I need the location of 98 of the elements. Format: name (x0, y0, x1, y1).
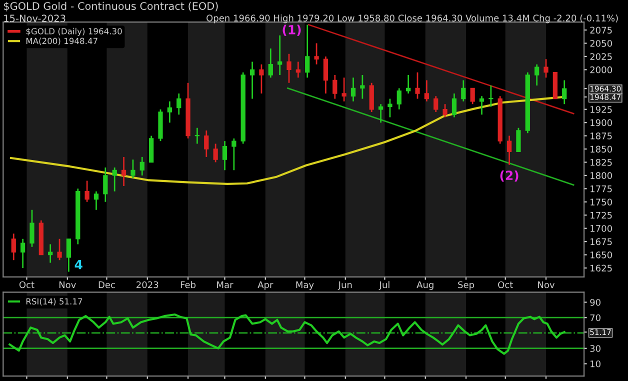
candlestick (323, 56, 328, 94)
y-tick-label: 90 (590, 298, 600, 306)
candlestick (424, 80, 430, 102)
candlestick (30, 209, 34, 248)
candlestick (452, 92, 457, 118)
y-tick-label: 1700 (590, 225, 612, 232)
y-tick-label: 10 (590, 360, 600, 368)
candlestick (378, 103, 384, 124)
y-tick-label: 1800 (590, 172, 612, 180)
candlestick (278, 34, 282, 76)
x-tick-label: Feb (180, 281, 196, 288)
candlestick (415, 72, 420, 100)
candlestick (140, 156, 144, 176)
chart-subtitle: 15-Nov-2023 (4, 14, 66, 22)
y-tick-label: 30 (590, 345, 600, 352)
annotation: Open 1966.90 High 1979.20 Low 1958.80 Close 1964.30 Volume 13.4M Chg -2.20 (-0.11%) (206, 14, 618, 24)
candlestick (470, 88, 475, 105)
candlestick (213, 143, 218, 163)
y-tick-label: 1750 (590, 198, 612, 206)
candlestick (112, 166, 117, 192)
annotation: 4 (74, 260, 82, 270)
x-tick-label: Dec (98, 281, 115, 288)
y-tick-label: 1625 (590, 264, 612, 272)
annotation: (1) (282, 24, 301, 36)
x-tick-label: 2023 (136, 281, 158, 288)
candlestick (396, 88, 402, 110)
candlestick (121, 156, 126, 187)
candlestick (176, 92, 182, 116)
y-tick-label: 1900 (590, 119, 612, 126)
candlestick (204, 130, 209, 158)
candlestick (250, 61, 255, 100)
candlestick (442, 103, 448, 118)
candlestick (314, 42, 319, 66)
line-series (8, 313, 566, 355)
annotation: (2) (500, 170, 518, 182)
y-tick-label: 2050 (590, 40, 612, 47)
y-tick-label: 1675 (590, 238, 612, 246)
candlestick (149, 135, 154, 163)
legend-label: RSI(14) 51.17 (26, 298, 82, 306)
x-tick-label: Nov (59, 281, 76, 288)
candlestick (167, 100, 172, 124)
y-tick-label: 2000 (590, 66, 612, 74)
candlestick (194, 127, 200, 144)
x-tick-label: Jun (338, 281, 352, 290)
candlestick (516, 127, 521, 152)
candlestick (406, 74, 411, 94)
x-tick-label: Sep (458, 281, 474, 290)
legend-label: $GOLD (Daily) 1964.30 (26, 28, 122, 36)
candlestick (259, 64, 264, 94)
y-tick-label: 2025 (590, 53, 612, 60)
y-tick-label: 1825 (590, 158, 612, 166)
candlestick (232, 138, 236, 171)
legend-label: MA(200) 1948.47 (26, 38, 98, 46)
candlestick (222, 140, 228, 171)
candlestick (84, 180, 90, 203)
y-tick-label: 1725 (590, 212, 612, 219)
y-tick-label: 1875 (590, 132, 612, 140)
x-tick-label: Oct (19, 281, 34, 288)
x-tick-label: May (296, 281, 314, 290)
candlestick (434, 95, 438, 113)
candlestick (103, 166, 108, 203)
y-tick-label: 2075 (590, 26, 612, 34)
candlestick (268, 48, 273, 78)
candlestick (360, 74, 365, 100)
candlestick (562, 80, 567, 105)
candlestick (461, 80, 466, 102)
x-tick-label: Jul (378, 281, 390, 290)
candlestick (66, 238, 72, 272)
candlestick (369, 82, 374, 113)
candlestick (57, 238, 62, 261)
y-tick-label: 1925 (590, 106, 612, 113)
candlestick (94, 190, 99, 211)
candlestick (305, 24, 310, 78)
candlestick (544, 58, 548, 78)
candlestick (488, 84, 494, 108)
candlestick (534, 64, 540, 86)
y-tick-label: 1850 (590, 146, 612, 153)
candlestick (388, 98, 392, 118)
x-tick-label: Nov (538, 281, 555, 288)
candlestick (11, 232, 16, 261)
candlestick (130, 158, 136, 179)
y-tick-label: 70 (590, 314, 600, 322)
y-tick-label: 1650 (590, 252, 612, 258)
candlestick (350, 76, 356, 102)
candlestick (20, 238, 26, 269)
candlestick (296, 61, 300, 78)
x-tick-label: Oct (498, 281, 513, 288)
candlestick (342, 76, 346, 102)
x-tick-label: Mar (217, 281, 234, 288)
candlestick (506, 135, 512, 166)
chart-title: $GOLD Gold - Continuous Contract (EOD) (4, 2, 218, 12)
candlestick (286, 53, 292, 84)
x-tick-label: Apr (258, 281, 274, 290)
candlestick (332, 74, 338, 100)
candlestick (479, 95, 484, 116)
y-tick-label: 1775 (590, 186, 612, 192)
x-tick-label: Aug (416, 281, 434, 290)
candlestick (48, 244, 53, 264)
